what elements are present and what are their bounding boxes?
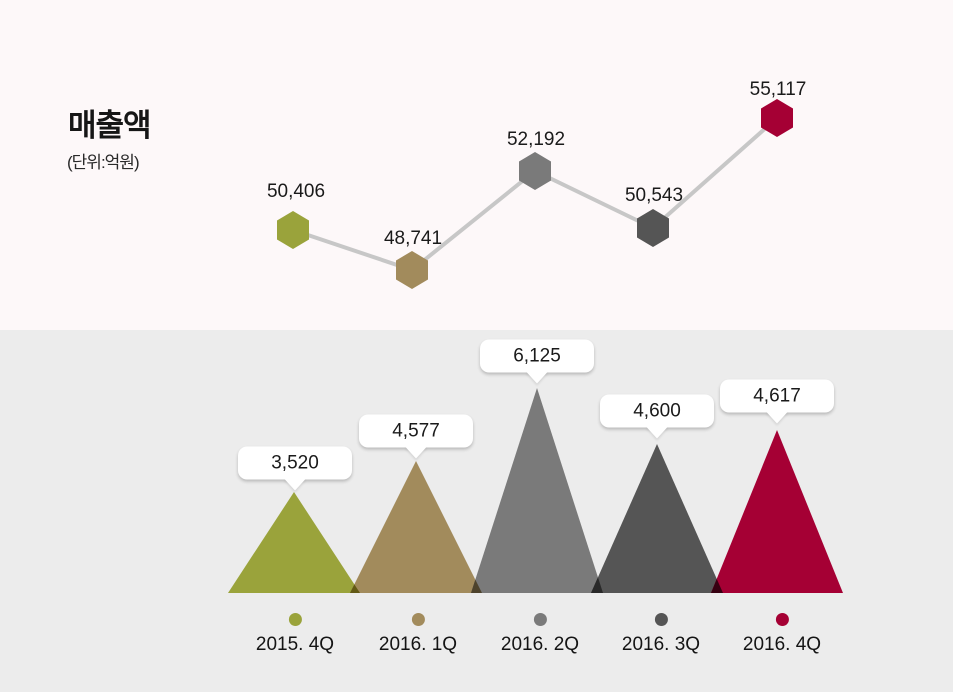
profit-callout-2015-4q: 3,520 bbox=[238, 446, 352, 491]
callout-tail bbox=[526, 371, 548, 384]
legend-dot-2015-4q bbox=[288, 613, 302, 626]
legend-dot-2016-1q bbox=[411, 613, 425, 626]
revenue-value-label-2016-3q: 50,543 bbox=[624, 185, 684, 206]
profit-callout-2016-4q: 4,617 bbox=[720, 379, 834, 424]
legend-label-2015-4q: 2015. 4Q bbox=[255, 634, 335, 655]
profit-callout-value: 6,125 bbox=[513, 345, 561, 366]
profit-callout-value: 3,520 bbox=[271, 452, 319, 473]
profit-callout-2016-2q: 6,125 bbox=[480, 339, 594, 384]
profit-callout-value: 4,577 bbox=[392, 420, 440, 441]
legend-item-2016-3q: 2016. 3Q bbox=[622, 613, 700, 656]
callout-tail bbox=[766, 411, 788, 424]
legend-dot-2016-2q bbox=[533, 613, 547, 626]
legend-dot-2016-3q bbox=[654, 613, 668, 626]
callout-tail bbox=[405, 446, 427, 459]
legend-item-2016-4q: 2016. 4Q bbox=[743, 613, 821, 656]
callout-tail bbox=[646, 426, 668, 439]
profit-callout-value: 4,617 bbox=[753, 385, 801, 406]
callout-tail bbox=[284, 478, 306, 491]
legend-item-2016-2q: 2016. 2Q bbox=[501, 613, 579, 656]
legend-label-2016-2q: 2016. 2Q bbox=[500, 634, 580, 655]
profit-callout-value: 4,600 bbox=[633, 400, 681, 421]
revenue-value-label-2015-4q: 50,406 bbox=[266, 181, 326, 202]
revenue-value-label-2016-2q: 52,192 bbox=[506, 129, 566, 150]
revenue-unit-label: (단위:억원) bbox=[67, 153, 140, 172]
legend-item-2016-1q: 2016. 1Q bbox=[379, 613, 457, 656]
legend-label-2016-4q: 2016. 4Q bbox=[742, 634, 822, 655]
legend-label-2016-3q: 2016. 3Q bbox=[621, 634, 701, 655]
legend-dot-2016-4q bbox=[775, 613, 789, 626]
profit-callout-2016-1q: 4,577 bbox=[359, 414, 473, 459]
revenue-title: 매출액 bbox=[68, 108, 152, 143]
revenue-value-label-2016-1q: 48,741 bbox=[383, 228, 443, 249]
legend-item-2015-4q: 2015. 4Q bbox=[256, 613, 334, 656]
legend-label-2016-1q: 2016. 1Q bbox=[378, 634, 458, 655]
profit-callout-2016-3q: 4,600 bbox=[600, 394, 714, 439]
revenue-value-label-2016-4q: 55,117 bbox=[749, 79, 807, 100]
